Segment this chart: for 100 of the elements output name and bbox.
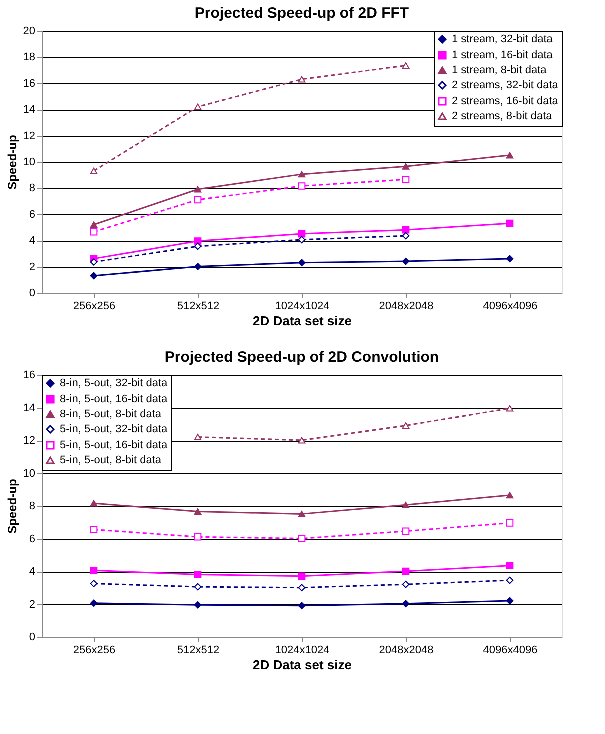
y-tick-label: 10 (23, 156, 36, 168)
point (402, 163, 410, 170)
point (402, 502, 410, 508)
x-tick-label: 4096x4096 (483, 644, 538, 656)
point (90, 168, 98, 174)
y-tick-label: 6 (29, 533, 36, 546)
point (90, 526, 98, 534)
point (194, 242, 202, 250)
point (506, 492, 514, 499)
y-tick-label: 16 (23, 78, 36, 90)
point (402, 528, 410, 536)
y-axis-title: Speed-up (5, 135, 20, 190)
point (402, 232, 410, 240)
x-tick-label: 1024x1024 (275, 644, 330, 656)
point (298, 602, 306, 610)
y-tick-label: 4 (29, 566, 36, 578)
point (298, 230, 306, 238)
legend-label: 8-in, 5-out, 32-bit data (60, 378, 169, 390)
x-tick-label: 2048x2048 (379, 300, 434, 312)
point (194, 196, 202, 204)
x-tick-label: 512x512 (177, 644, 220, 656)
point (90, 600, 98, 608)
x-tick-label: 2048x2048 (379, 644, 434, 656)
legend-label: 2 streams, 16-bit data (452, 96, 560, 108)
x-tick-label: 256x256 (73, 300, 116, 312)
y-tick-label: 0 (29, 632, 36, 644)
legend-label: 2 streams, 8-bit data (452, 110, 554, 122)
point (402, 422, 410, 429)
y-tick-label: 4 (29, 235, 36, 248)
point (298, 510, 306, 518)
y-axis-title: Speed-up (5, 479, 20, 534)
point (506, 562, 514, 570)
point (90, 228, 98, 236)
point (506, 255, 514, 263)
y-tick-label: 8 (29, 182, 36, 195)
y-tick-label: 18 (23, 52, 36, 64)
point (298, 76, 306, 83)
point (194, 571, 202, 578)
point (506, 220, 514, 228)
legend-label: 1 stream, 8-bit data (452, 64, 548, 76)
point (298, 584, 306, 592)
point (90, 580, 98, 588)
x-tick-label: 1024x1024 (275, 300, 330, 312)
y-tick-label: 20 (23, 26, 36, 38)
point (298, 171, 306, 178)
point (194, 186, 202, 193)
x-axis-title: 2D Data set size (253, 658, 352, 672)
point (402, 226, 410, 234)
point (506, 520, 514, 527)
legend-label: 8-in, 5-out, 16-bit data (60, 394, 169, 406)
y-tick-label: 6 (29, 208, 36, 221)
legend-label: 1 stream, 32-bit data (452, 34, 554, 46)
chart-title: Projected Speed-up of 2D Convolution (164, 349, 440, 366)
point (298, 437, 306, 444)
y-tick-label: 12 (23, 435, 36, 447)
legend-label: 5-in, 5-out, 16-bit data (60, 440, 169, 452)
point (402, 258, 410, 266)
point (90, 222, 98, 228)
y-tick-label: 10 (23, 468, 36, 480)
y-tick-label: 0 (29, 288, 36, 300)
point (194, 533, 202, 541)
legend-label: 1 stream, 16-bit data (452, 50, 554, 62)
point (298, 535, 306, 542)
x-tick-label: 256x256 (73, 644, 116, 656)
legend-label: 5-in, 5-out, 32-bit data (60, 424, 169, 436)
legend-label: 2 streams, 32-bit data (452, 80, 560, 92)
point (90, 272, 98, 280)
y-tick-label: 14 (23, 104, 36, 116)
point (90, 567, 98, 574)
y-tick-label: 14 (23, 402, 36, 414)
chart-title: Projected Speed-up of 2D FFT (194, 5, 410, 22)
point (90, 258, 98, 266)
point (194, 601, 202, 609)
point (506, 597, 514, 605)
point (402, 568, 410, 576)
point (506, 152, 514, 159)
point (298, 182, 306, 190)
x-tick-label: 512x512 (177, 300, 220, 312)
point (194, 434, 202, 440)
point (194, 238, 202, 245)
point (506, 576, 514, 584)
y-tick-label: 2 (29, 598, 36, 611)
point (402, 580, 410, 588)
legend-label: 5-in, 5-out, 8-bit data (60, 454, 162, 466)
y-tick-label: 8 (29, 500, 36, 512)
point (402, 62, 410, 69)
point (298, 259, 306, 267)
point (194, 583, 202, 591)
x-tick-label: 4096x4096 (483, 300, 538, 312)
point (194, 263, 202, 270)
legend-label: 8-in, 5-out, 8-bit data (60, 408, 162, 420)
point (90, 500, 98, 507)
y-tick-label: 16 (23, 370, 36, 382)
y-tick-label: 2 (29, 261, 36, 274)
point (194, 104, 202, 110)
point (506, 405, 514, 412)
point (298, 572, 306, 580)
x-axis-title: 2D Data set size (253, 314, 352, 328)
point (402, 600, 410, 608)
point (402, 176, 410, 184)
